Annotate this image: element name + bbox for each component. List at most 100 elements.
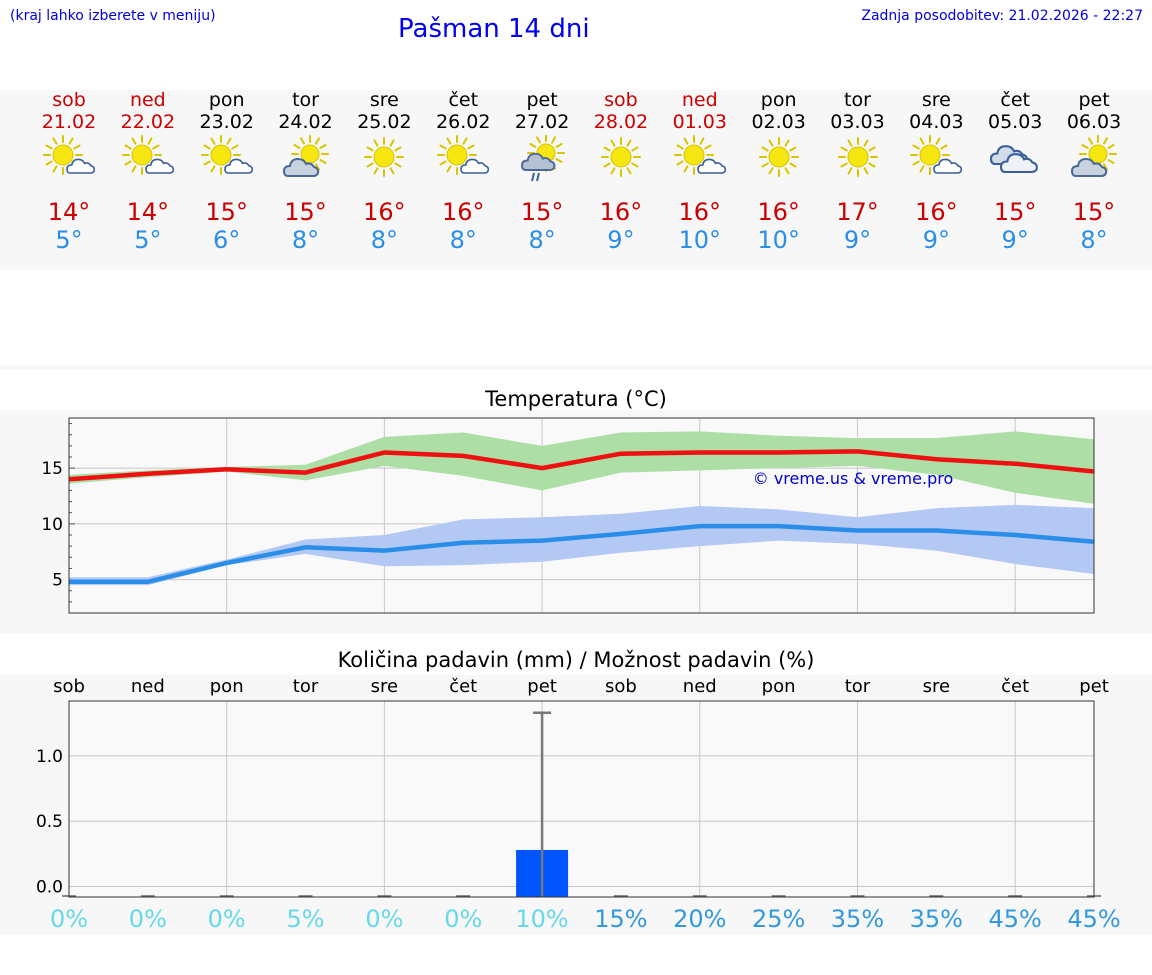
temp-max: 14° — [126, 198, 170, 226]
temp-min: 9° — [843, 226, 872, 254]
day-date: 26.02 — [436, 111, 491, 133]
day-date: 05.03 — [987, 111, 1043, 133]
precip-probability: 0% — [50, 905, 88, 933]
temp-max: 16° — [441, 198, 485, 226]
plot-frame — [68, 700, 1095, 898]
temp-min: 9° — [607, 226, 635, 254]
sun-icon — [751, 135, 807, 183]
temp-max: 15° — [205, 198, 248, 226]
day-column: pon 02.03 — [739, 89, 819, 133]
y-tick-label: 15 — [41, 459, 63, 479]
sun-rain-icon — [514, 134, 570, 183]
temp-min: 6° — [213, 226, 241, 254]
day-date: 21.02 — [41, 111, 97, 133]
day-name: tor — [844, 89, 871, 111]
x-category-label: sre — [923, 676, 950, 697]
day-name: sre — [921, 89, 951, 111]
temp-min: 9° — [922, 226, 950, 254]
temp-max: 16° — [757, 198, 800, 226]
temp-min: 5° — [55, 226, 83, 254]
day-name: čet — [448, 89, 479, 111]
day-date: 23.02 — [199, 111, 254, 133]
page-title: Pašman 14 dni — [398, 14, 590, 44]
y-tick-label: 10 — [41, 515, 63, 535]
day-name: čet — [1000, 89, 1030, 111]
day-name: pon — [760, 89, 797, 111]
min-temp-line — [69, 523, 1095, 585]
temp-max: 14° — [47, 198, 91, 226]
day-column: sre 04.03 — [896, 89, 976, 133]
day-column: sob 21.02 — [29, 89, 109, 133]
x-category-label: tor — [845, 676, 871, 697]
sun-cloud-icon — [672, 135, 728, 183]
day-date: 27.02 — [514, 111, 570, 133]
sun-icon — [593, 135, 649, 183]
forecast-band — [0, 90, 1152, 270]
sun-cloud-icon — [120, 135, 176, 183]
day-name: pon — [208, 89, 245, 111]
day-date: 06.03 — [1066, 111, 1122, 133]
day-column: čet 26.02 — [423, 89, 503, 133]
x-category-label: čet — [449, 676, 477, 697]
cloudy-icon — [987, 135, 1043, 183]
temp-min: 5° — [134, 226, 162, 254]
day-name: sob — [604, 89, 638, 111]
precip-probability: 5% — [286, 905, 324, 933]
temp-min: 8° — [370, 226, 399, 254]
x-category-label: ned — [683, 676, 717, 697]
sun-cloud-icon — [41, 135, 97, 183]
precip-probability: 0% — [444, 905, 482, 933]
day-column: pet 06.03 — [1054, 89, 1134, 133]
temp-max: 15° — [520, 198, 564, 226]
y-tick-label: 0.5 — [36, 812, 63, 832]
temp-min: 10° — [757, 226, 800, 254]
day-date: 03.03 — [830, 111, 885, 133]
precip-probability: 20% — [673, 905, 726, 933]
x-category-label: pet — [527, 676, 557, 697]
temp-min: 9° — [1001, 226, 1029, 254]
x-category-label: čet — [1001, 676, 1029, 697]
day-name: sob — [52, 89, 86, 111]
temp-max: 17° — [836, 198, 879, 226]
temp-max: 15° — [284, 198, 327, 226]
min-range-band — [69, 504, 1094, 586]
temp-min: 10° — [678, 226, 722, 254]
temp-max: 15° — [1072, 198, 1116, 226]
watermark: © vreme.us & vreme.pro — [753, 469, 954, 488]
temp-max: 16° — [678, 198, 722, 226]
day-column: pon 23.02 — [187, 89, 267, 133]
day-column: sre 25.02 — [344, 89, 424, 133]
day-name: sre — [369, 89, 399, 111]
separator-band — [0, 365, 1152, 370]
precip-probability: 15% — [594, 905, 647, 933]
sun-icon — [356, 135, 412, 183]
x-category-label: sob — [53, 676, 85, 697]
day-name: ned — [129, 89, 166, 111]
sun-cloud-icon — [908, 135, 964, 183]
day-column: tor 24.02 — [266, 89, 346, 133]
last-update: Zadnja posodobitev: 21.02.2026 - 22:27 — [861, 8, 1143, 24]
day-date: 25.02 — [357, 111, 412, 133]
temp-min: 8° — [1080, 226, 1108, 254]
x-category-label: sre — [371, 676, 398, 697]
day-column: ned 22.02 — [108, 89, 188, 133]
day-column: tor 03.03 — [818, 89, 898, 133]
day-name: ned — [681, 89, 718, 111]
temp-max: 15° — [993, 198, 1037, 226]
x-category-label: pon — [762, 676, 796, 697]
x-category-label: pon — [210, 676, 244, 697]
day-name: tor — [292, 89, 319, 111]
temp-min: 8° — [291, 226, 320, 254]
precip-probability: 0% — [365, 905, 403, 933]
precip-probability: 35% — [831, 905, 884, 933]
day-column: sob 28.02 — [581, 89, 661, 133]
cloud-sun-icon — [1066, 135, 1122, 183]
location-menu-hint[interactable]: (kraj lahko izberete v meniju) — [10, 8, 216, 24]
max-temp-line — [68, 449, 1095, 482]
temp-max: 16° — [363, 198, 406, 226]
precipitation-chart-title: Količina padavin (mm) / Možnost padavin … — [337, 648, 815, 672]
day-name: pet — [526, 89, 558, 111]
day-date: 24.02 — [278, 111, 333, 133]
